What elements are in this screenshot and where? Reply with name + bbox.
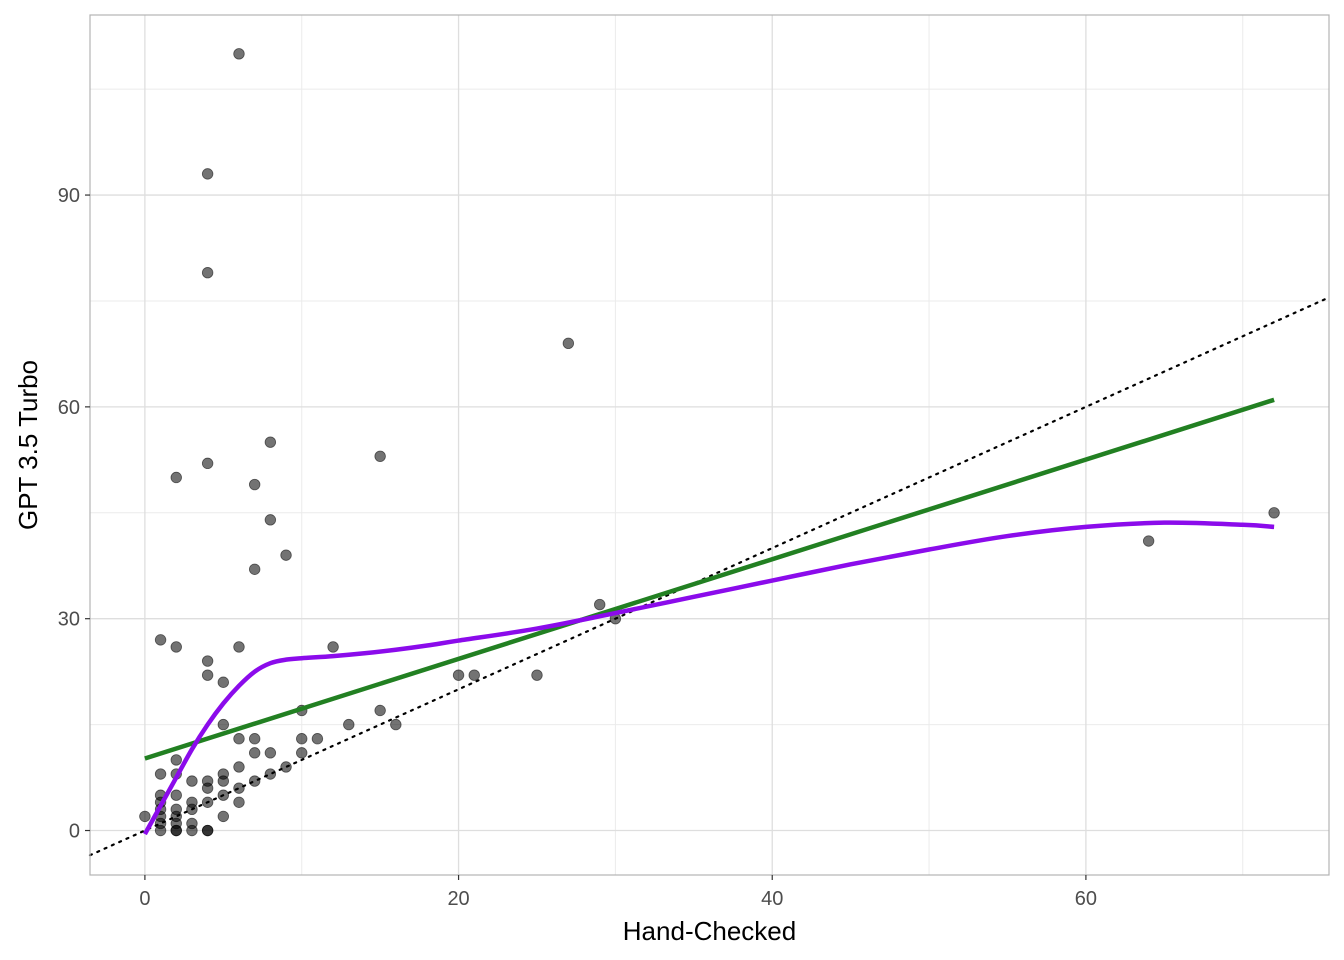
y-axis-ticks: 0 30 60 90 bbox=[58, 185, 90, 843]
plot-border bbox=[89, 14, 1330, 876]
plot-panel bbox=[90, 15, 1329, 875]
data-point bbox=[170, 754, 182, 766]
x-tick-label: 20 bbox=[447, 888, 469, 910]
data-point bbox=[374, 704, 386, 717]
data-point bbox=[248, 747, 261, 759]
reference-line-y-equals-x bbox=[88, 296, 1331, 857]
data-point bbox=[201, 782, 214, 794]
data-point bbox=[374, 450, 386, 462]
data-point bbox=[248, 563, 261, 575]
data-point bbox=[154, 634, 167, 646]
major-gridlines bbox=[90, 15, 1329, 875]
data-point bbox=[296, 733, 308, 745]
data-point bbox=[1268, 507, 1280, 519]
data-point bbox=[531, 669, 543, 681]
y-tick-label: 0 bbox=[69, 821, 80, 843]
data-point bbox=[233, 796, 245, 808]
fit-lines-layer bbox=[142, 397, 1275, 836]
data-point bbox=[233, 761, 245, 773]
data-point bbox=[139, 810, 151, 823]
data-point bbox=[594, 598, 606, 611]
data-point bbox=[233, 733, 245, 745]
data-point bbox=[217, 775, 230, 787]
data-point bbox=[311, 733, 324, 745]
data-point bbox=[186, 803, 198, 816]
x-tick-label: 60 bbox=[1075, 888, 1097, 910]
data-point bbox=[201, 796, 214, 808]
data-point bbox=[264, 514, 277, 526]
y-tick-label: 60 bbox=[58, 397, 80, 419]
data-point bbox=[170, 824, 182, 837]
data-point bbox=[280, 549, 292, 561]
x-axis-title: Hand-Checked bbox=[623, 916, 796, 946]
data-point bbox=[264, 436, 277, 448]
data-point bbox=[201, 669, 214, 681]
y-tick-label: 30 bbox=[58, 609, 80, 631]
smooth-fit-curve bbox=[142, 520, 1275, 836]
data-point bbox=[343, 718, 355, 731]
data-point bbox=[170, 471, 182, 484]
data-point bbox=[452, 669, 465, 681]
data-point bbox=[296, 747, 308, 759]
data-point bbox=[170, 789, 182, 801]
data-point bbox=[201, 655, 214, 667]
reference-line-layer bbox=[88, 296, 1331, 857]
x-axis-ticks: 0 20 40 60 bbox=[139, 875, 1097, 910]
data-point bbox=[468, 669, 480, 681]
data-point bbox=[201, 457, 214, 470]
data-point bbox=[186, 775, 198, 787]
data-point bbox=[217, 789, 230, 801]
data-point bbox=[1142, 535, 1155, 547]
x-tick-label: 0 bbox=[139, 888, 150, 910]
data-point bbox=[264, 747, 277, 759]
data-point bbox=[390, 718, 402, 731]
x-tick-label: 40 bbox=[761, 888, 783, 910]
data-point bbox=[186, 824, 198, 837]
data-point bbox=[233, 48, 245, 60]
data-point bbox=[154, 768, 167, 780]
data-point bbox=[248, 478, 261, 491]
data-point bbox=[201, 267, 214, 279]
linear-fit-line bbox=[144, 397, 1275, 761]
y-axis-title: GPT 3.5 Turbo bbox=[13, 360, 43, 530]
data-point bbox=[217, 718, 230, 731]
data-point bbox=[562, 337, 575, 350]
data-point bbox=[201, 824, 214, 837]
y-tick-label: 90 bbox=[58, 185, 80, 207]
data-point bbox=[217, 676, 230, 688]
data-point bbox=[248, 733, 261, 745]
data-point bbox=[233, 641, 245, 653]
data-point bbox=[233, 782, 245, 794]
data-point bbox=[154, 824, 167, 837]
data-point bbox=[280, 761, 292, 773]
data-point bbox=[217, 810, 230, 823]
data-point bbox=[248, 775, 261, 787]
data-point bbox=[201, 168, 214, 180]
minor-gridlines bbox=[90, 15, 1329, 875]
points-layer bbox=[139, 48, 1280, 837]
data-point bbox=[264, 768, 277, 780]
data-point bbox=[327, 641, 339, 653]
data-point bbox=[170, 641, 182, 653]
